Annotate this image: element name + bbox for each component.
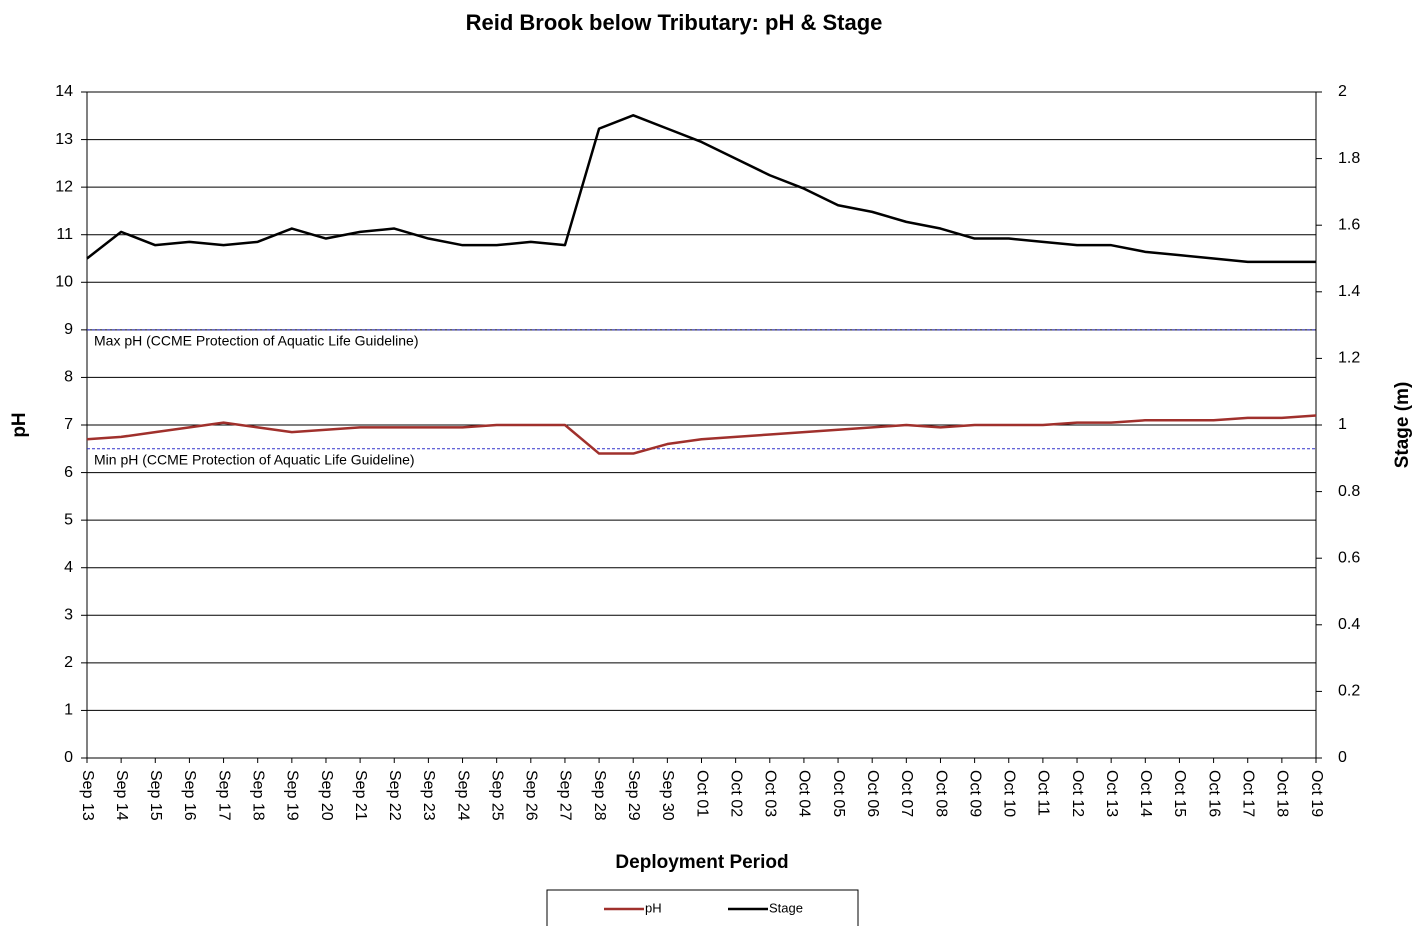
x-tick-label: Sep 29 (625, 770, 642, 821)
y-tick-label: 8 (64, 369, 73, 386)
x-tick-label: Sep 13 (79, 770, 96, 821)
y2-tick-label: 2 (1338, 83, 1347, 100)
x-tick-label: Oct 03 (762, 770, 779, 817)
x-tick-label: Sep 25 (488, 770, 505, 821)
x-tick-label: Sep 30 (659, 770, 676, 821)
x-tick-label: Sep 23 (420, 770, 437, 821)
legend-label: Stage (769, 900, 803, 915)
y-tick-label: 10 (55, 274, 73, 291)
x-tick-label: Sep 24 (454, 770, 471, 821)
y2-tick-label: 0 (1338, 749, 1347, 766)
reference-label: Max pH (CCME Protection of Aquatic Life … (94, 333, 418, 349)
y-tick-label: 0 (64, 749, 73, 766)
x-axis-title: Deployment Period (615, 852, 788, 873)
x-tick-label: Oct 14 (1137, 770, 1154, 817)
x-tick-label: Sep 22 (386, 770, 403, 821)
y2-tick-label: 0.2 (1338, 683, 1360, 700)
y-tick-label: 13 (55, 131, 73, 148)
x-tick-label: Oct 18 (1274, 770, 1291, 817)
x-tick-label: Sep 16 (181, 770, 198, 821)
x-tick-label: Sep 21 (352, 770, 369, 821)
y-axis-title: pH (9, 412, 30, 437)
y-tick-label: 9 (64, 321, 73, 338)
x-tick-label: Sep 14 (113, 770, 130, 821)
y2-tick-label: 0.8 (1338, 483, 1360, 500)
y-tick-label: 4 (64, 559, 73, 576)
x-tick-label: Sep 15 (147, 770, 164, 821)
x-tick-label: Oct 02 (727, 770, 744, 817)
x-tick-label: Sep 17 (215, 770, 232, 821)
x-tick-label: Oct 11 (1035, 770, 1052, 816)
y2-tick-label: 1 (1338, 416, 1347, 433)
chart-title: Reid Brook below Tributary: pH & Stage (466, 10, 883, 35)
x-tick-label: Oct 15 (1171, 770, 1188, 817)
y-tick-label: 6 (64, 464, 73, 481)
x-tick-label: Oct 16 (1205, 770, 1222, 817)
x-tick-label: Oct 07 (898, 770, 915, 817)
x-tick-label: Oct 06 (864, 770, 881, 817)
x-tick-label: Oct 19 (1308, 770, 1325, 817)
y-tick-label: 5 (64, 511, 73, 528)
y-tick-label: 12 (55, 178, 73, 195)
series-line (86, 414, 1317, 455)
legend-box (546, 889, 859, 926)
y2-tick-label: 1.4 (1338, 283, 1360, 300)
x-tick-label: Oct 05 (830, 770, 847, 817)
x-tick-label: Oct 04 (796, 770, 813, 817)
y-tick-label: 1 (64, 702, 73, 719)
x-tick-label: Sep 27 (557, 770, 574, 821)
y-tick-label: 11 (56, 226, 73, 243)
x-tick-label: Oct 08 (932, 770, 949, 817)
y2-tick-label: 0.6 (1338, 549, 1360, 566)
y-tick-label: 2 (64, 654, 73, 671)
x-tick-label: Oct 10 (1001, 770, 1018, 817)
legend-label: pH (645, 900, 662, 915)
y2-tick-label: 1.6 (1338, 216, 1360, 233)
y2-tick-label: 1.2 (1338, 350, 1360, 367)
x-tick-label: Oct 09 (966, 770, 983, 817)
x-tick-label: Sep 19 (284, 770, 301, 821)
y2-tick-label: 1.8 (1338, 150, 1360, 167)
y-tick-label: 14 (55, 83, 73, 100)
series-line (86, 114, 1316, 264)
x-tick-label: Sep 28 (591, 770, 608, 821)
x-tick-label: Sep 26 (523, 770, 540, 821)
y2-axis-title: Stage (m) (1392, 382, 1413, 469)
x-tick-label: Oct 01 (693, 770, 710, 817)
reference-label: Min pH (CCME Protection of Aquatic Life … (94, 451, 415, 467)
y2-tick-label: 0.4 (1338, 616, 1360, 633)
x-tick-label: Sep 18 (249, 770, 266, 821)
y-tick-label: 7 (64, 416, 73, 433)
x-tick-label: Oct 12 (1069, 770, 1086, 817)
x-tick-label: Sep 20 (318, 770, 335, 821)
y-tick-label: 3 (64, 607, 73, 624)
x-tick-label: Oct 13 (1103, 770, 1120, 817)
x-tick-label: Oct 17 (1239, 770, 1256, 817)
